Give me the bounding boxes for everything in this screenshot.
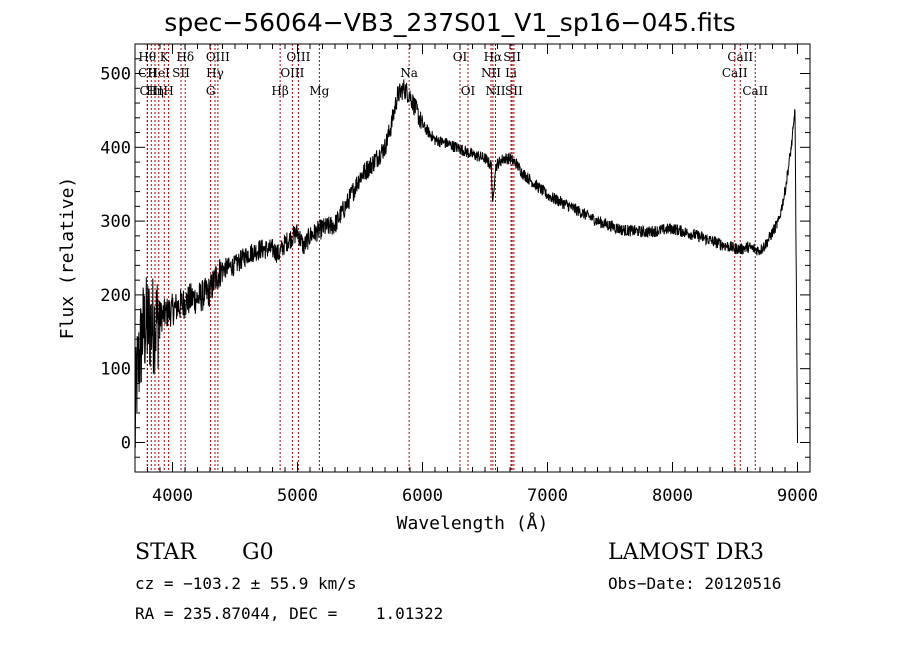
line-label-22: SII [503, 50, 521, 64]
y-tick-label-0: 0 [121, 433, 131, 453]
line-label-25: CaII [727, 50, 753, 64]
y-tick-label-4: 400 [100, 138, 131, 158]
line-label-15: Mg [309, 84, 329, 98]
x-axis-label: Wavelength (Å) [397, 512, 549, 534]
x-tick-label-2: 6000 [402, 486, 443, 506]
line-label-26: CaII [722, 66, 748, 80]
line-label-17: OI [453, 50, 468, 64]
y-axis-label: Flux (relative) [57, 177, 78, 340]
redshift-velocity: cz = −103.2 ± 55.9 km/s [135, 574, 357, 593]
y-tick-label-2: 200 [100, 286, 131, 306]
observation-date: Obs−Date: 20120516 [608, 574, 782, 593]
chart-title: spec−56064−VB3_237S01_V1_sp16−045.fits [164, 8, 736, 37]
line-label-13: OIII [280, 66, 304, 80]
line-label-16: Na [400, 66, 418, 80]
line-label-12: OIII [286, 50, 310, 64]
x-tick-label-4: 8000 [652, 486, 693, 506]
x-tick-label-1: 5000 [277, 486, 318, 506]
x-tick-label-5: 9000 [777, 486, 818, 506]
spectral-line-markers [146, 44, 756, 472]
line-label-19: Hα [484, 50, 503, 64]
line-label-1: CII [138, 66, 157, 80]
subclass: G0 [242, 540, 274, 565]
x-axis-ticks: 4000 5000 6000 7000 8000 9000 [134, 44, 818, 506]
line-label-4: CIII [140, 84, 164, 98]
line-label-18: OI [461, 84, 476, 98]
y-axis-ticks: 0 100 200 300 400 500 [100, 43, 810, 473]
line-label-10: Hγ [206, 66, 224, 80]
line-label-23: Li [505, 66, 517, 80]
y-tick-label-3: 300 [100, 212, 131, 232]
x-tick-label-3: 7000 [527, 486, 568, 506]
line-label-7: SII [172, 66, 190, 80]
spectrum-line [134, 79, 799, 448]
line-label-3: HeI [148, 66, 171, 80]
coordinates: RA = 235.87044, DEC = 1.01322 [135, 604, 444, 623]
object-class: STAR [135, 540, 196, 565]
line-label-14: Hβ [271, 84, 288, 98]
line-label-6: Hδ [176, 50, 194, 64]
line-label-8: H [163, 84, 173, 98]
x-tick-label-0: 4000 [152, 486, 193, 506]
line-label-20: NII [481, 66, 501, 80]
line-label-2: K [160, 50, 170, 64]
survey-name: LAMOST DR3 [608, 540, 764, 565]
line-label-0: Hθ [138, 50, 156, 64]
line-label-11: G [206, 84, 216, 98]
line-label-24: SII [505, 84, 523, 98]
y-tick-label-5: 500 [100, 65, 131, 85]
line-label-5: Hη [146, 84, 164, 98]
line-label-21: NII [486, 84, 506, 98]
line-label-27: CaII [742, 84, 768, 98]
line-label-9: OIII [206, 50, 230, 64]
y-tick-label-1: 100 [100, 360, 131, 380]
